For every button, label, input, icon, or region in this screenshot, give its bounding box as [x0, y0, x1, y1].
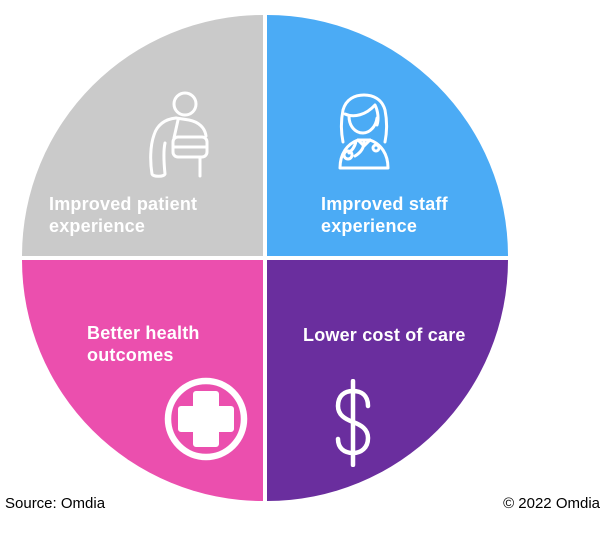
- source-text: Source: Omdia: [5, 495, 106, 512]
- patient-arm-sling-icon: [145, 90, 213, 178]
- dollar-sign-icon: [331, 379, 375, 467]
- medical-cross-icon: [164, 377, 248, 461]
- quadrant-label-improved-staff-experience: Improved staff experience: [321, 194, 448, 236]
- quadrant-label-better-health-outcomes: Better health outcomes: [87, 323, 200, 365]
- copyright-text: © 2022 Omdia: [503, 495, 600, 512]
- quadrant-lower-cost-of-care: [267, 260, 508, 501]
- quadrant-label-lower-cost-of-care: Lower cost of care: [303, 325, 466, 345]
- nurse-icon: [331, 92, 397, 170]
- quadrant-label-improved-patient-experience: Improved patient experience: [49, 194, 198, 236]
